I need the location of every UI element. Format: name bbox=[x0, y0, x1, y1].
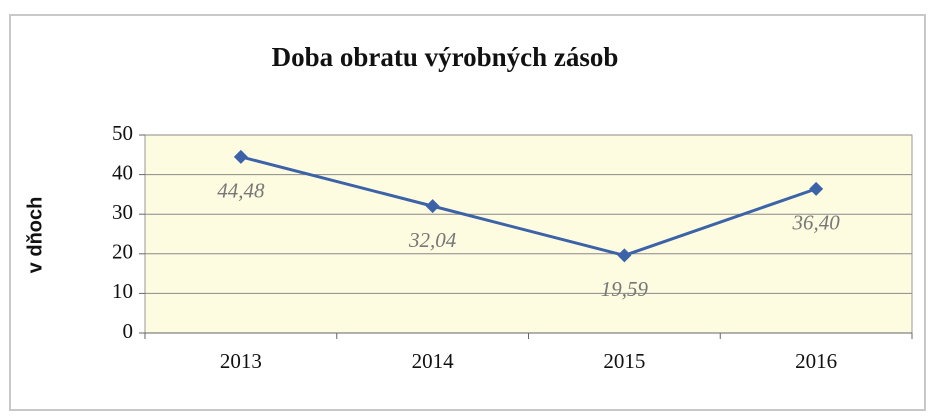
x-tick-label: 2014 bbox=[412, 349, 455, 373]
data-label: 32,04 bbox=[408, 228, 457, 252]
data-point bbox=[425, 199, 440, 214]
y-tick-label: 40 bbox=[112, 160, 133, 184]
data-label: 19,59 bbox=[601, 277, 649, 301]
y-tick-label: 10 bbox=[112, 279, 133, 303]
data-point bbox=[809, 181, 824, 196]
y-tick-label: 0 bbox=[123, 319, 134, 343]
y-tick-label: 50 bbox=[112, 121, 133, 145]
data-point bbox=[233, 149, 248, 164]
data-point bbox=[617, 248, 632, 263]
data-label: 36,40 bbox=[792, 211, 841, 235]
y-axis-label: v dňoch bbox=[24, 197, 46, 274]
y-tick-label: 20 bbox=[112, 240, 133, 264]
y-tick-label: 30 bbox=[112, 200, 133, 224]
data-line bbox=[240, 155, 817, 257]
x-tick-label: 2016 bbox=[795, 349, 837, 373]
data-label: 44,48 bbox=[217, 179, 265, 203]
x-tick-label: 2015 bbox=[603, 349, 645, 373]
plot-area bbox=[144, 134, 913, 334]
x-tick-label: 2013 bbox=[220, 349, 262, 373]
chart-title: Doba obratu výrobných zásob bbox=[272, 42, 619, 72]
